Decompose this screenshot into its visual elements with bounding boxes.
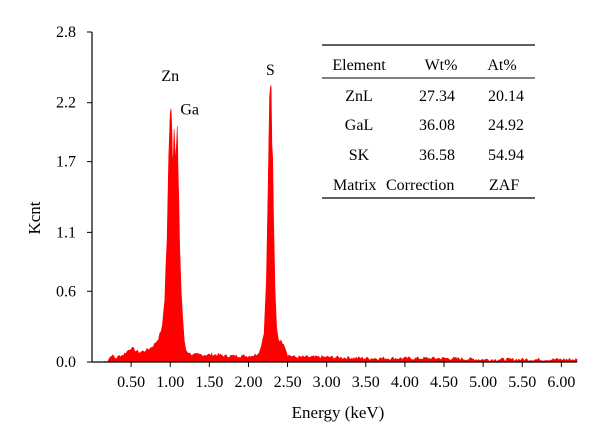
plot-area — [103, 85, 578, 363]
peak-label: S — [266, 62, 275, 79]
x-tick-label: 5.00 — [469, 374, 497, 391]
table-cell-at: 54.94 — [488, 147, 524, 164]
peak-label: Ga — [180, 102, 199, 119]
y-tick-label: 2.2 — [56, 95, 76, 112]
peak-label: Zn — [161, 68, 179, 85]
x-axis-title: Energy (keV) — [292, 403, 385, 422]
table-cell-wt: 27.34 — [419, 88, 455, 105]
x-tick-label: 3.00 — [313, 374, 341, 391]
x-tick-label: 5.50 — [508, 374, 536, 391]
x-tick-label: 2.50 — [274, 374, 302, 391]
table-footer-zaf: ZAF — [489, 177, 519, 194]
y-tick-label: 2.8 — [56, 24, 76, 41]
x-tick-label: 6.00 — [547, 374, 575, 391]
table-cell-wt: 36.08 — [419, 117, 455, 134]
table-cell-at: 24.92 — [488, 117, 524, 134]
table-header-wt: Wt% — [425, 57, 458, 74]
table-header-at: At% — [487, 57, 516, 74]
x-axis-ticks: 0.50 1.00 1.50 2.00 2.50 3.00 3.50 4.00 4.50 5.00… — [117, 362, 575, 391]
x-tick-label: 4.50 — [430, 374, 458, 391]
table-cell-wt: 36.58 — [419, 147, 455, 164]
x-tick-label: 2.00 — [234, 374, 262, 391]
table-cell-at: 20.14 — [488, 88, 524, 105]
y-tick-label: 0.6 — [56, 283, 76, 300]
x-tick-label: 0.50 — [117, 374, 145, 391]
y-tick-label: 1.1 — [56, 224, 76, 241]
x-tick-label: 1.50 — [195, 374, 223, 391]
x-tick-label: 1.00 — [156, 374, 184, 391]
x-tick-label: 4.00 — [391, 374, 419, 391]
y-axis-title: Kcnt — [25, 201, 44, 234]
table-footer-matrix: Matrix — [333, 177, 377, 194]
spectrum-area — [103, 85, 578, 363]
x-tick-label: 3.50 — [352, 374, 380, 391]
y-axis-ticks: 0.0 0.6 1.1 1.7 2.2 2.8 — [56, 24, 92, 371]
table-cell-element: GaL — [345, 117, 373, 134]
table-footer-correction: Correction — [386, 177, 454, 194]
composition-table: Element Wt% At% ZnL 27.34 20.14 GaL 36.0… — [322, 44, 535, 199]
y-tick-label: 1.7 — [56, 154, 76, 171]
table-cell-element: ZnL — [345, 88, 373, 105]
table-header-element: Element — [332, 57, 386, 74]
y-tick-label: 0.0 — [56, 354, 76, 371]
table-cell-element: SK — [349, 147, 370, 164]
